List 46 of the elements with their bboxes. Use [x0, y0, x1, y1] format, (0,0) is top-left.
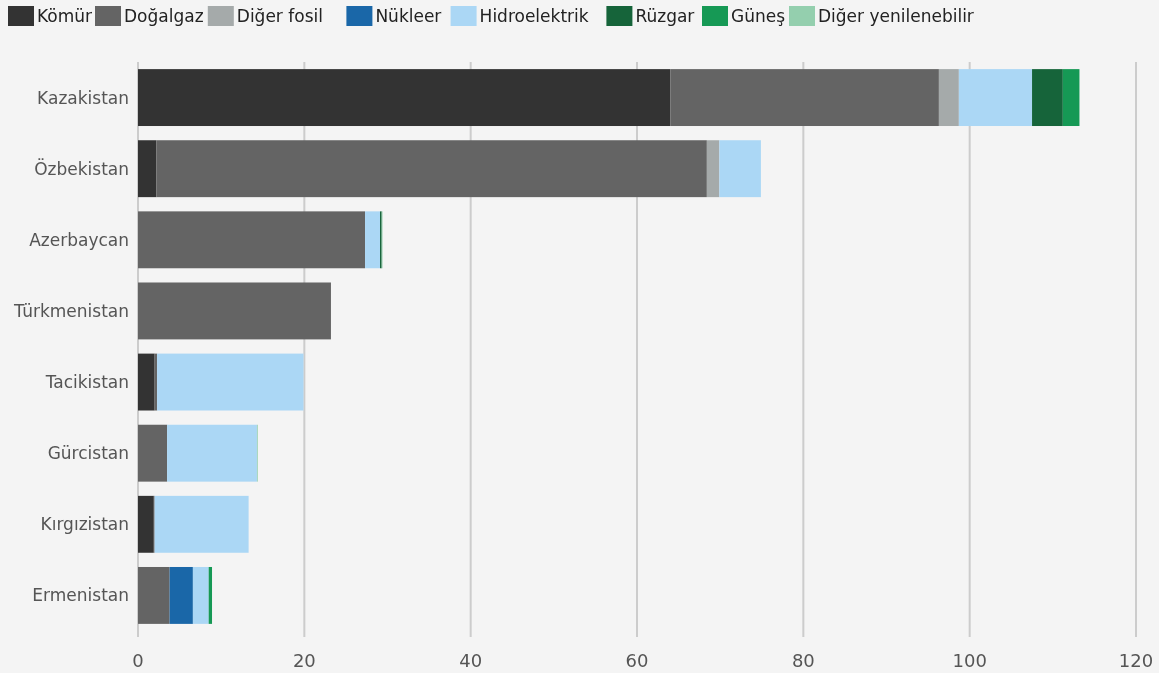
- bar: [208, 566, 213, 624]
- x-tick-label: 60: [625, 650, 649, 671]
- bar: [192, 566, 209, 624]
- bar: [670, 69, 939, 127]
- bar: [719, 140, 761, 198]
- legend-label: Diğer yenilenebilir: [818, 6, 974, 26]
- legend-label: Rüzgar: [635, 6, 695, 26]
- bar: [1032, 69, 1063, 127]
- bar: [169, 566, 193, 624]
- x-tick-label: 40: [459, 650, 483, 671]
- bar: [938, 69, 959, 127]
- bar: [365, 211, 381, 269]
- bar: [958, 69, 1033, 127]
- legend-label: Hidroelektrik: [479, 6, 589, 26]
- legend-label: Güneş: [731, 6, 786, 26]
- legend-label: Nükleer: [375, 6, 442, 26]
- bar: [154, 495, 249, 553]
- y-tick-label: Gürcistan: [47, 443, 129, 464]
- bar: [1062, 69, 1080, 127]
- bar: [138, 140, 157, 198]
- y-tick-label: Tacikistan: [44, 372, 129, 393]
- x-tick-label: 100: [952, 650, 987, 671]
- x-tick-label: 80: [791, 650, 815, 671]
- y-tick-label: Azerbaycan: [29, 229, 129, 250]
- bar: [138, 69, 671, 127]
- bar: [167, 424, 257, 482]
- y-tick-label: Ermenistan: [32, 585, 129, 606]
- bar: [138, 495, 154, 553]
- x-tick-label: 0: [132, 650, 144, 671]
- x-tick-label: 120: [1118, 650, 1154, 671]
- bar: [138, 353, 155, 411]
- bar: [138, 282, 331, 340]
- legend-label: Kömür: [37, 6, 93, 26]
- bar: [156, 140, 707, 198]
- bar: [138, 566, 170, 624]
- bar: [157, 353, 304, 411]
- bar: [138, 211, 366, 269]
- y-tick-label: Özbekistan: [34, 157, 129, 179]
- y-tick-label: Türkmenistan: [13, 300, 129, 321]
- legend-label: Diğer fosil: [236, 6, 323, 26]
- bar: [706, 140, 720, 198]
- x-tick-label: 20: [292, 650, 316, 671]
- bar: [138, 424, 168, 482]
- legend-label: Doğalgaz: [124, 6, 204, 26]
- y-tick-label: Kazakistan: [37, 87, 129, 108]
- y-tick-label: Kırgızistan: [40, 514, 129, 535]
